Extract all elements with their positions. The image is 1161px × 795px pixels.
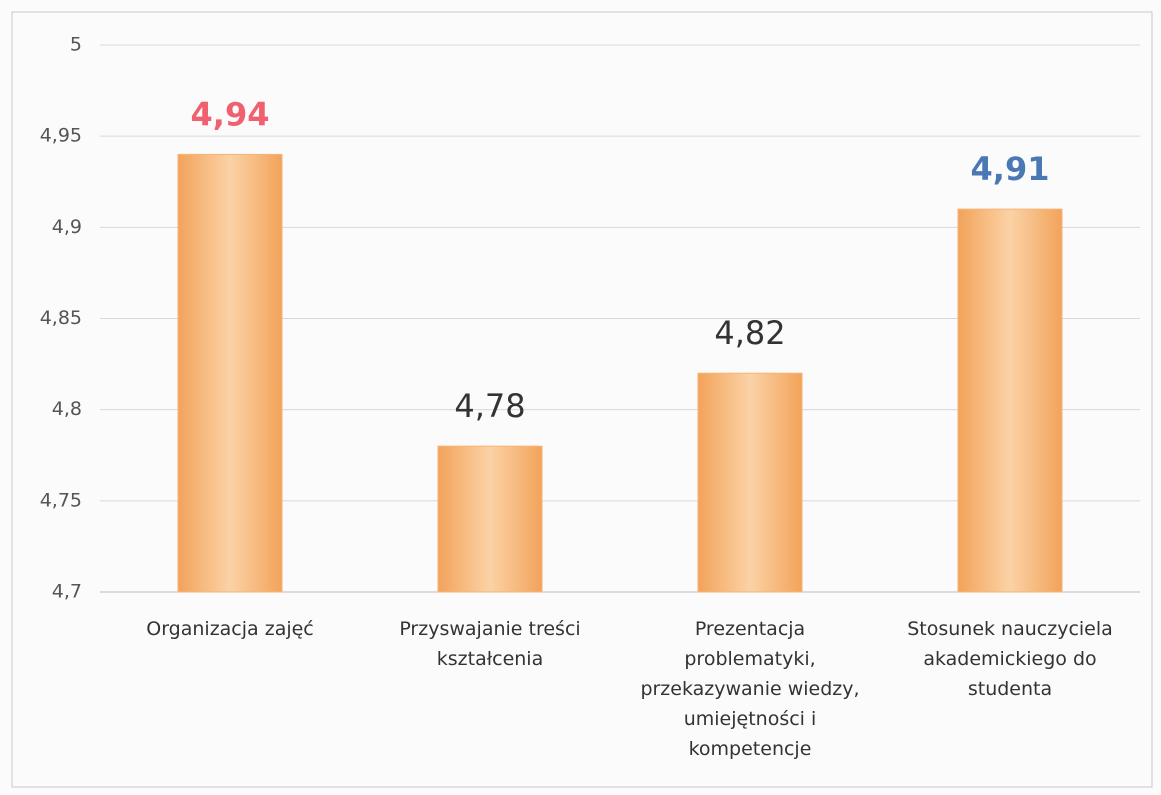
bar: [957, 208, 1063, 593]
y-tick-label: 4,9: [52, 216, 82, 238]
bar: [437, 445, 543, 593]
bar: [697, 372, 803, 593]
value-label: 4,91: [971, 150, 1050, 188]
y-tick-label: 5: [70, 34, 82, 56]
chart-frame: [11, 11, 1153, 788]
y-tick-label: 4,75: [40, 489, 82, 511]
x-tick-label: Przyswajanie treści kształcenia: [399, 618, 581, 670]
y-tick-label: 4,95: [40, 125, 82, 147]
x-tick-label: Organizacja zajęć: [146, 618, 314, 640]
x-tick-label: Stosunek nauczyciela akademickiego do st…: [907, 618, 1113, 700]
bar: [177, 153, 283, 593]
y-tick-label: 4,8: [52, 398, 82, 420]
value-label: 4,78: [454, 387, 525, 425]
x-tick-label: Prezentacja problematyki, przekazywanie …: [640, 618, 860, 760]
value-label: 4,82: [714, 314, 785, 352]
y-tick-label: 4,85: [40, 307, 82, 329]
value-label: 4,94: [191, 95, 270, 133]
y-tick-label: 4,7: [52, 581, 82, 603]
